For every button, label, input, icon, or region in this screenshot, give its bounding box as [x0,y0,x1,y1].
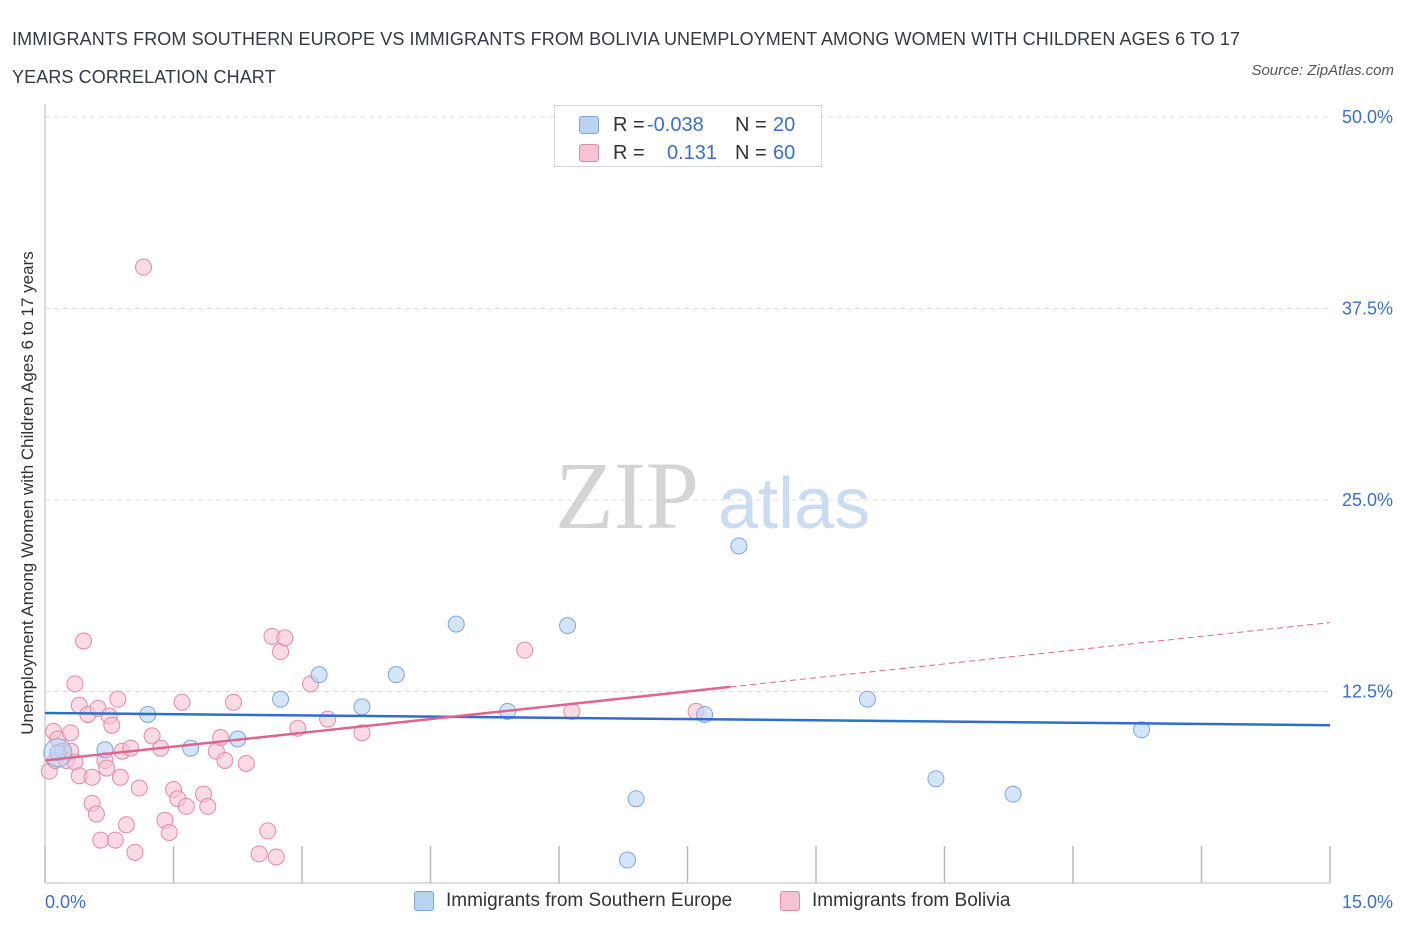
legend-swatch-southern-europe [414,891,434,911]
data-point-bolivia [353,724,371,742]
data-point-bolivia [276,629,294,647]
data-point-bolivia [111,768,129,786]
data-point-southern-europe [858,690,876,708]
data-point-bolivia [143,727,161,745]
legend-label-southern-europe: Immigrants from Southern Europe [446,890,733,911]
data-point-bolivia [117,816,135,834]
trend-line-southern-europe [44,711,1331,727]
data-point-southern-europe [619,851,637,869]
n-value: 60 [773,142,796,164]
legend-label-bolivia: Immigrants from Bolivia [812,890,1011,911]
n-value: 20 [773,114,796,136]
watermark-atlas: atlas [718,464,870,544]
data-point-bolivia [122,739,140,757]
data-point-bolivia [224,693,242,711]
data-point-bolivia [103,716,121,734]
data-point-bolivia [250,845,268,863]
data-point-bolivia [199,797,217,815]
data-point-southern-europe [730,537,748,555]
y-tick-label: 25.0% [1342,490,1393,510]
trend-line-bolivia-extension [730,622,1331,688]
data-point-southern-europe [272,690,290,708]
trend-lines [44,622,1331,762]
data-point-southern-europe [387,666,405,684]
data-point-bolivia [160,823,178,841]
data-point-bolivia [177,797,195,815]
n-label: N = [735,142,767,164]
series-southern-europe-points [43,537,1151,869]
data-point-bolivia [267,848,285,866]
data-point-bolivia [75,632,93,650]
data-point-bolivia [62,724,80,742]
data-point-bolivia [319,710,337,728]
legend-swatch-southern-europe [579,116,599,134]
data-point-cluster [43,738,73,768]
data-point-southern-europe [310,666,328,684]
data-point-bolivia [135,258,153,276]
legend-swatch-bolivia [579,144,599,162]
r-value: -0.038 [647,114,704,136]
x-tick-label: 15.0% [1342,892,1393,912]
data-point-bolivia [516,641,534,659]
source-label: Source: ZipAtlas.com [1251,62,1394,79]
data-point-bolivia [83,768,101,786]
data-point-bolivia [87,805,105,823]
data-point-bolivia [106,831,124,849]
data-point-bolivia [126,843,144,861]
data-point-southern-europe [559,617,577,635]
x-tick-label: 0.0% [45,892,86,912]
legend-swatch-bolivia [780,891,800,911]
data-point-southern-europe [927,770,945,788]
data-point-southern-europe [353,698,371,716]
trend-line-bolivia [44,685,731,762]
watermark-zip: ZIP [555,442,699,549]
correlation-legend: R = -0.038 N = 20 R = 0.131 N = 60 [554,105,822,167]
data-point-southern-europe [1133,721,1151,739]
data-point-bolivia [109,690,127,708]
r-label: R = [613,114,645,136]
series-bolivia-points [40,258,705,866]
data-point-bolivia [130,779,148,797]
data-point-bolivia [66,675,84,693]
r-label: R = [613,142,645,164]
data-point-southern-europe [627,790,645,808]
grid-layer [45,116,1330,692]
data-point-bolivia [92,831,110,849]
data-point-bolivia [259,822,277,840]
data-point-bolivia [237,755,255,773]
y-tick-label: 37.5% [1342,299,1393,319]
r-value: 0.131 [667,142,718,164]
data-point-bolivia [98,759,116,777]
y-axis-label: Unemployment Among Women with Children A… [18,251,37,735]
y-tick-label: 12.5% [1342,682,1393,702]
tick-labels: 12.5% 25.0% 37.5% 50.0% 0.0% 15.0% [45,107,1393,912]
data-point-bolivia [216,751,234,769]
data-point-southern-europe [447,615,465,633]
n-label: N = [735,114,767,136]
data-point-southern-europe [182,739,200,757]
y-tick-label: 50.0% [1342,107,1393,127]
data-point-southern-europe [1004,785,1022,803]
chart-title: IMMIGRANTS FROM SOUTHERN EUROPE VS IMMIG… [12,29,1241,87]
data-point-bolivia [173,693,191,711]
